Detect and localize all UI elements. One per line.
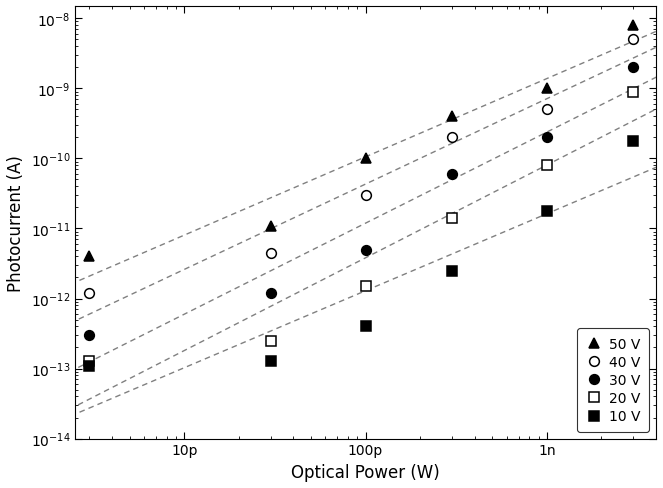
20 V (267, 338, 274, 344)
Legend: 50 V, 40 V, 30 V, 20 V, 10 V: 50 V, 40 V, 30 V, 20 V, 10 V (577, 329, 649, 432)
50 V (629, 23, 637, 29)
50 V (361, 156, 369, 162)
Y-axis label: Photocurrent (A): Photocurrent (A) (7, 155, 25, 291)
10 V (543, 208, 551, 214)
50 V (543, 86, 551, 92)
50 V (448, 114, 456, 120)
20 V (543, 163, 551, 169)
40 V (267, 250, 274, 256)
30 V (543, 135, 551, 141)
40 V (448, 135, 456, 141)
20 V (448, 216, 456, 222)
X-axis label: Optical Power (W): Optical Power (W) (291, 463, 440, 481)
40 V (86, 290, 93, 296)
50 V (267, 223, 274, 229)
20 V (629, 89, 637, 95)
30 V (267, 290, 274, 296)
20 V (86, 358, 93, 364)
30 V (361, 247, 369, 253)
40 V (629, 38, 637, 43)
30 V (86, 332, 93, 338)
10 V (267, 358, 274, 364)
20 V (361, 284, 369, 289)
10 V (361, 324, 369, 330)
10 V (448, 268, 456, 274)
40 V (543, 107, 551, 113)
Line: 50 V: 50 V (85, 21, 638, 262)
10 V (86, 363, 93, 369)
Line: 30 V: 30 V (85, 63, 638, 340)
Line: 20 V: 20 V (85, 87, 638, 366)
30 V (629, 65, 637, 71)
50 V (86, 254, 93, 260)
10 V (629, 138, 637, 144)
Line: 10 V: 10 V (85, 136, 638, 371)
40 V (361, 193, 369, 199)
Line: 40 V: 40 V (85, 36, 638, 298)
30 V (448, 172, 456, 178)
